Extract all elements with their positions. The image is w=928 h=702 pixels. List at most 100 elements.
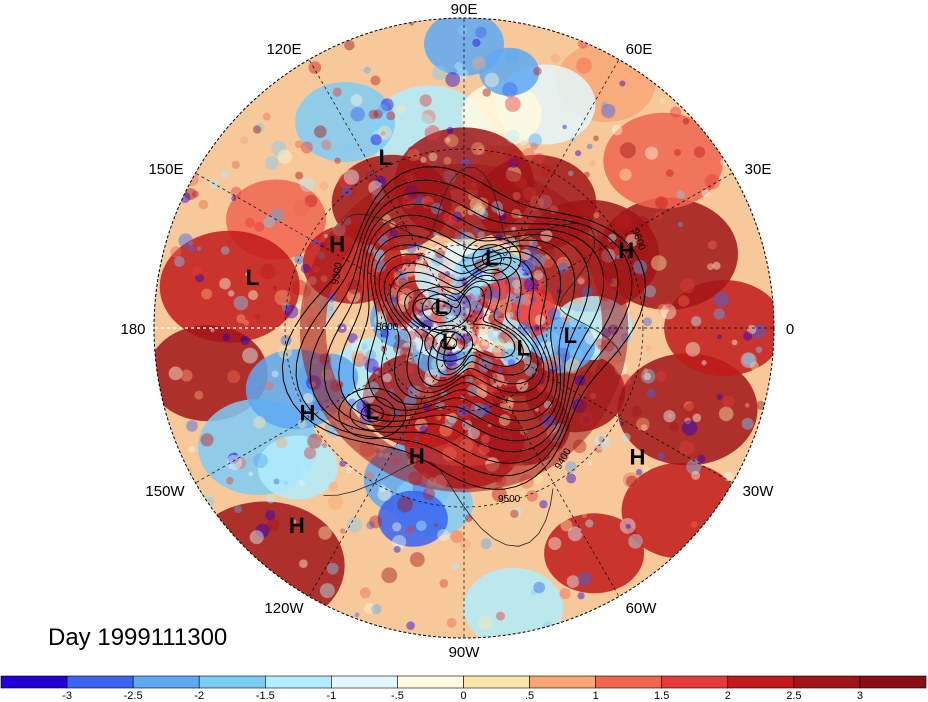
shading-blob	[617, 353, 758, 466]
shading-speckle	[283, 480, 289, 486]
shading-speckle	[478, 330, 491, 344]
shading-speckle	[507, 359, 516, 367]
shading-speckle	[404, 364, 414, 374]
shading-speckle	[511, 506, 523, 517]
shading-speckle	[635, 216, 651, 232]
shading-speckle	[220, 170, 229, 179]
shading-speckle	[542, 359, 558, 375]
shading-speckle	[461, 232, 475, 246]
shading-speckle	[464, 340, 471, 346]
shading-blob	[154, 325, 268, 422]
shading-blob	[603, 112, 724, 209]
shading-speckle	[421, 109, 436, 124]
colorbar-tick-label: 3	[857, 690, 863, 702]
shading-blob	[295, 82, 396, 162]
shading-speckle	[741, 417, 754, 430]
shading-speckle	[403, 258, 412, 267]
shading-speckle	[685, 342, 701, 357]
shading-speckle	[450, 224, 463, 237]
shading-speckle	[539, 500, 548, 509]
shading-speckle	[521, 293, 533, 306]
shading-speckle	[693, 146, 706, 158]
shading-speckle	[464, 302, 471, 309]
shading-speckle	[756, 400, 766, 410]
shading-speckle	[308, 61, 322, 74]
shading-speckle	[505, 355, 516, 367]
shading-speckle	[398, 277, 408, 287]
shading-speckle	[451, 562, 459, 571]
shading-speckle	[473, 338, 487, 351]
closed-low-contour	[421, 293, 462, 324]
shading-speckle	[504, 96, 521, 112]
shading-speckle	[619, 374, 632, 387]
colorbar-box	[264, 675, 332, 689]
shading-speckle	[429, 412, 439, 422]
shading-speckle	[465, 376, 474, 384]
shading-speckle	[482, 88, 492, 97]
shading-speckle	[492, 285, 500, 292]
contour-label-8600: 8600	[376, 322, 399, 333]
shading-speckle	[370, 134, 382, 146]
shading-speckle	[623, 472, 639, 488]
low-pressure-label: L	[485, 245, 498, 270]
colorbar-box	[595, 675, 663, 689]
shading-speckle	[636, 417, 650, 432]
shading-speckle	[300, 141, 313, 154]
shading-speckle	[554, 67, 560, 74]
shading-speckle	[254, 221, 265, 232]
colorbar-tick-label: -1	[326, 690, 336, 702]
shading-speckle	[255, 382, 261, 387]
shading-speckle	[535, 271, 545, 280]
shading-speckle	[339, 460, 347, 467]
shading-speckle	[519, 137, 528, 146]
height-contour	[366, 234, 562, 422]
shading-speckle	[245, 217, 255, 228]
meridian	[463, 327, 620, 597]
shading-speckle	[497, 299, 512, 314]
shading-speckle	[188, 445, 196, 453]
lon-label-180: 180	[120, 321, 145, 338]
shading-speckle	[311, 238, 318, 246]
shading-speckle	[598, 436, 605, 443]
shading-speckle	[666, 169, 674, 177]
shading-speckle	[394, 268, 400, 273]
shading-speckle	[262, 112, 271, 121]
shading-speckle	[578, 370, 595, 386]
low-pressure-label: L	[442, 329, 455, 354]
shading-speckle	[644, 146, 659, 160]
shading-speckle	[299, 470, 312, 483]
shading-speckle	[684, 417, 691, 425]
shading-speckle	[442, 446, 457, 462]
shading-speckle	[489, 372, 505, 388]
colorbar-box	[0, 675, 68, 689]
shading-speckle	[186, 466, 193, 474]
shading-speckle	[459, 539, 472, 551]
shading-speckle	[480, 404, 491, 415]
shading-speckle	[314, 125, 327, 138]
shading-speckle	[478, 347, 484, 353]
shading-speckle	[493, 330, 498, 336]
shading-speckle	[265, 509, 276, 521]
shading-speckle	[419, 94, 432, 107]
shading-speckle	[365, 171, 376, 182]
shading-blob	[377, 490, 448, 547]
shading-speckle	[255, 523, 270, 538]
shading-speckle	[366, 521, 375, 530]
shading-speckle	[457, 330, 467, 340]
shading-speckle	[299, 559, 308, 568]
shading-speckle	[463, 343, 473, 353]
shading-speckle	[319, 583, 335, 599]
closed-low-contour	[432, 330, 466, 356]
high-pressure-label: H	[289, 513, 305, 538]
shading-speckle	[522, 148, 535, 161]
shading-speckle	[504, 49, 520, 64]
shading-speckle	[467, 426, 480, 440]
shading-speckle	[588, 461, 593, 466]
lon-label-0: 0	[786, 321, 794, 338]
shading-speckle	[454, 62, 463, 71]
shading-speckle	[436, 317, 447, 328]
shading-speckle	[298, 479, 306, 487]
shading-speckle	[476, 145, 486, 155]
shading-speckle	[328, 494, 343, 510]
shading-speckle	[346, 187, 357, 198]
